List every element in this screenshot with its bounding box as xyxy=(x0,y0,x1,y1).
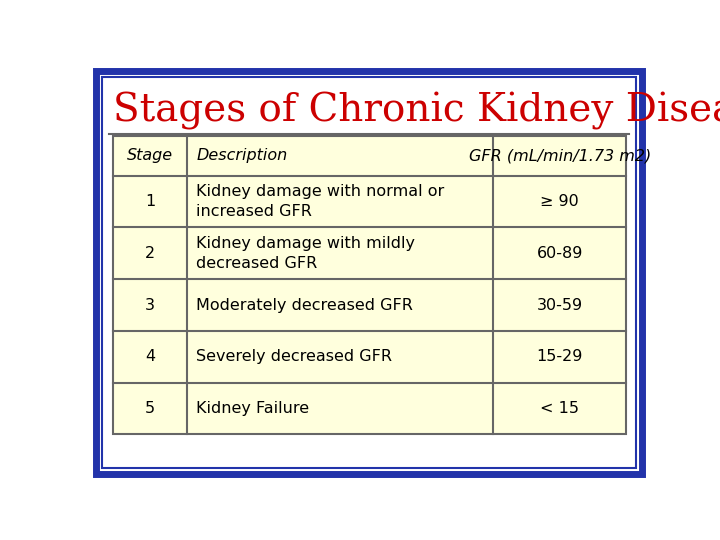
Text: Kidney damage with normal or
increased GFR: Kidney damage with normal or increased G… xyxy=(196,184,444,219)
Text: 2: 2 xyxy=(145,246,155,261)
Text: 30-59: 30-59 xyxy=(536,298,582,313)
Text: 15-29: 15-29 xyxy=(536,349,582,364)
Text: 60-89: 60-89 xyxy=(536,246,582,261)
Text: 3: 3 xyxy=(145,298,155,313)
Text: Stage: Stage xyxy=(127,148,173,163)
Text: Stages of Chronic Kidney Disease: Stages of Chronic Kidney Disease xyxy=(113,92,720,130)
Text: < 15: < 15 xyxy=(540,401,579,416)
Text: Description: Description xyxy=(196,148,287,163)
Text: ≥ 90: ≥ 90 xyxy=(540,194,579,209)
Text: Moderately decreased GFR: Moderately decreased GFR xyxy=(196,298,413,313)
Text: 5: 5 xyxy=(145,401,155,416)
Text: Kidney Failure: Kidney Failure xyxy=(196,401,310,416)
Text: Severely decreased GFR: Severely decreased GFR xyxy=(196,349,392,364)
Text: Kidney damage with mildly
decreased GFR: Kidney damage with mildly decreased GFR xyxy=(196,236,415,271)
Text: GFR (mL/min/1.73 m2): GFR (mL/min/1.73 m2) xyxy=(469,148,651,163)
Text: 4: 4 xyxy=(145,349,155,364)
Text: 1: 1 xyxy=(145,194,156,209)
Bar xyxy=(113,136,626,434)
